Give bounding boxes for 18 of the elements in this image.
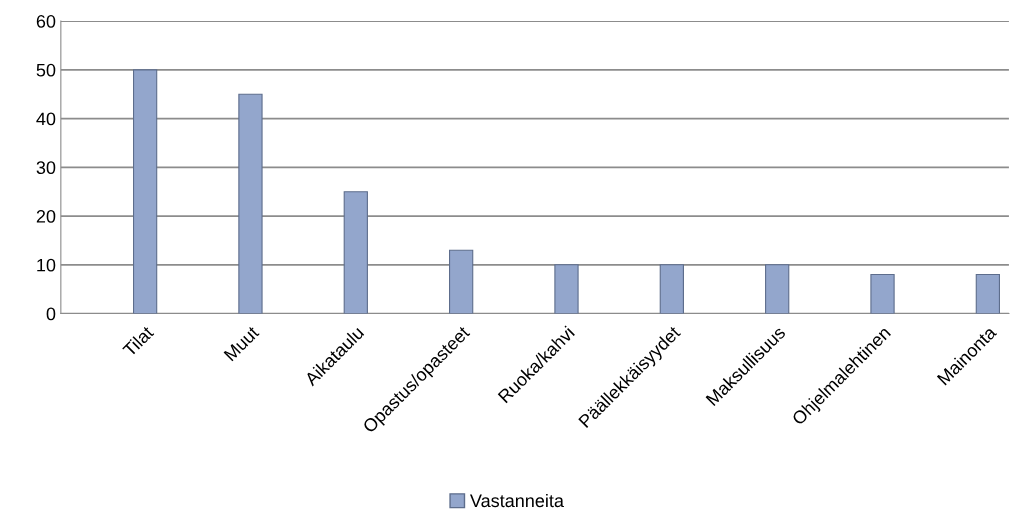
bar — [343, 191, 368, 314]
bar — [765, 264, 790, 314]
legend-label: Vastanneita — [470, 493, 564, 508]
y-tick-label: 30 — [36, 161, 56, 175]
bar — [449, 249, 474, 314]
bar — [554, 264, 579, 314]
bar — [659, 264, 684, 314]
bar — [132, 69, 158, 314]
y-tick-label: 10 — [37, 258, 56, 272]
bar — [870, 274, 895, 314]
y-tick-label: 40 — [36, 112, 56, 126]
y-tick-label: 50 — [36, 63, 56, 77]
y-tick-label: 0 — [46, 307, 56, 321]
bar — [238, 93, 263, 314]
bar — [975, 274, 1001, 314]
y-tick-label: 60 — [36, 15, 56, 28]
x-tick-label: Tilat — [121, 324, 155, 358]
y-tick-label: 20 — [36, 210, 56, 223]
